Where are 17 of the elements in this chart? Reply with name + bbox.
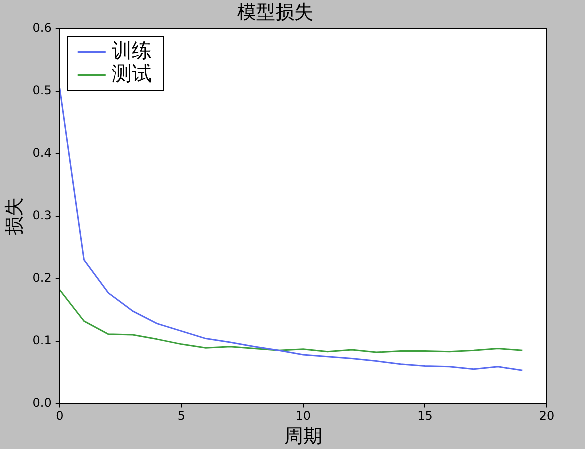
- x-tick-label: 15: [418, 409, 433, 424]
- x-axis-title: 周期: [284, 426, 322, 448]
- x-tick-label: 5: [178, 409, 186, 424]
- y-tick-label: 0.4: [32, 146, 52, 160]
- y-tick-label: 0.1: [32, 333, 52, 348]
- chart-title: 模型损失: [238, 1, 314, 24]
- y-tick-label: 0.6: [32, 20, 52, 35]
- legend-label: 测试: [112, 62, 152, 86]
- y-tick-label: 0.5: [32, 83, 52, 98]
- x-tick-label: 10: [296, 409, 312, 424]
- legend-label: 训练: [112, 38, 152, 63]
- y-axis-title: 损失: [3, 197, 26, 236]
- y-tick-label: 0.2: [32, 270, 52, 285]
- x-tick-label: 0: [56, 409, 64, 424]
- x-tick-label: 20: [539, 409, 555, 424]
- y-tick-label: 0.0: [32, 396, 52, 410]
- y-tick-label: 0.3: [32, 208, 52, 222]
